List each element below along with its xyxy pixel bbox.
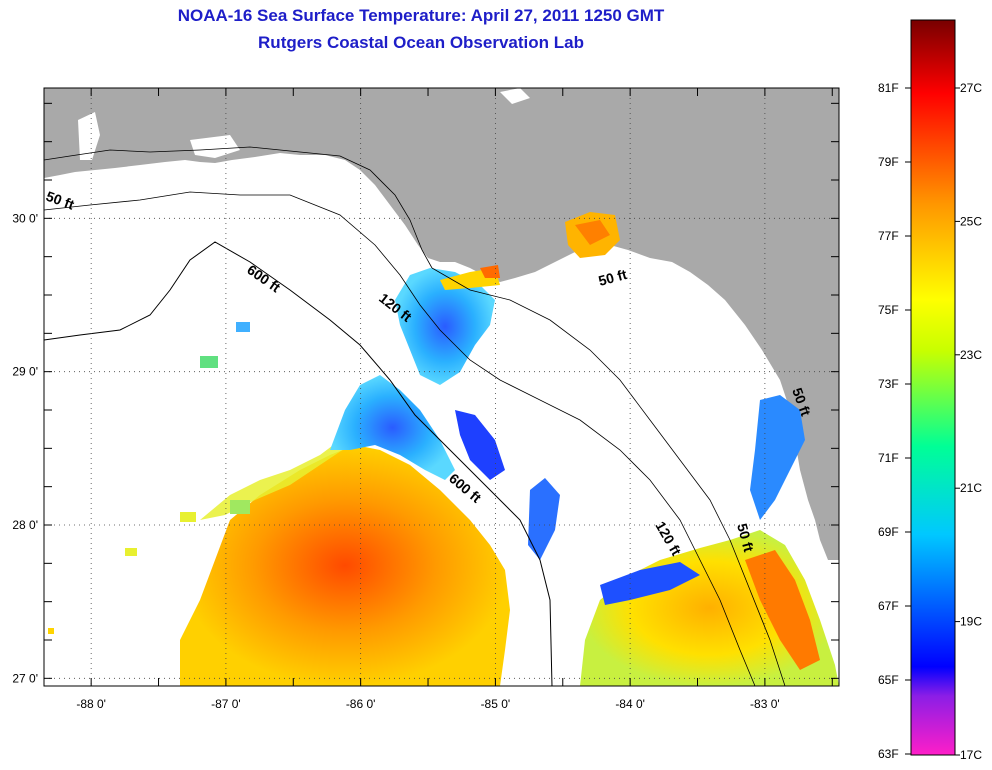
colorbar-c-label: 27C (960, 81, 982, 95)
figure-subtitle: Rutgers Coastal Ocean Observation Lab (258, 33, 584, 52)
colorbar-f-label: 77F (878, 229, 899, 243)
longitude-tick-label: -87 0' (211, 697, 241, 711)
colorbar-c-label: 17C (960, 748, 982, 762)
colorbar-f-label: 73F (878, 377, 899, 391)
colorbar-c-label: 21C (960, 481, 982, 495)
colorbar-f-label: 67F (878, 599, 899, 613)
colorbar-c-label: 25C (960, 214, 982, 228)
colorbar-f-label: 81F (878, 81, 899, 95)
latitude-tick-label: 27 0' (12, 671, 38, 685)
colorbar (910, 19, 956, 756)
longitude-tick-label: -83 0' (750, 697, 780, 711)
latitude-tick-label: 28 0' (12, 518, 38, 532)
colorbar-c-label: 19C (960, 615, 982, 629)
colorbar-f-label: 79F (878, 155, 899, 169)
contour-label: 50 ft (734, 522, 757, 554)
contour-label: 50 ft (597, 266, 629, 289)
longitude-tick-label: -86 0' (346, 697, 376, 711)
sst-warm-patch (180, 445, 510, 686)
land-mass (44, 88, 839, 560)
longitude-tick-label: -85 0' (481, 697, 511, 711)
sst-cool-patch (395, 268, 495, 385)
colorbar-fahrenheit-labels: 81F 79F 77F 75F 73F 71F 69F 67F 65F 63F (878, 81, 911, 761)
colorbar-celsius-labels: 27C 25C 23C 21C 19C 17C (955, 81, 982, 762)
latitude-axis: 27 0' 28 0' 29 0' 30 0' (12, 211, 38, 685)
longitude-tick-label: -84 0' (615, 697, 645, 711)
colorbar-f-label: 65F (878, 673, 899, 687)
colorbar-f-label: 69F (878, 525, 899, 539)
latitude-tick-label: 29 0' (12, 365, 38, 379)
colorbar-f-label: 75F (878, 303, 899, 317)
longitude-axis: -88 0' -87 0' -86 0' -85 0' -84 0' -83 0' (76, 697, 779, 711)
latitude-tick-label: 30 0' (12, 211, 38, 225)
colorbar-c-label: 23C (960, 348, 982, 362)
longitude-tick-label: -88 0' (76, 697, 106, 711)
colorbar-f-label: 63F (878, 747, 899, 761)
figure-title: NOAA-16 Sea Surface Temperature: April 2… (177, 6, 665, 25)
colorbar-f-label: 71F (878, 451, 899, 465)
